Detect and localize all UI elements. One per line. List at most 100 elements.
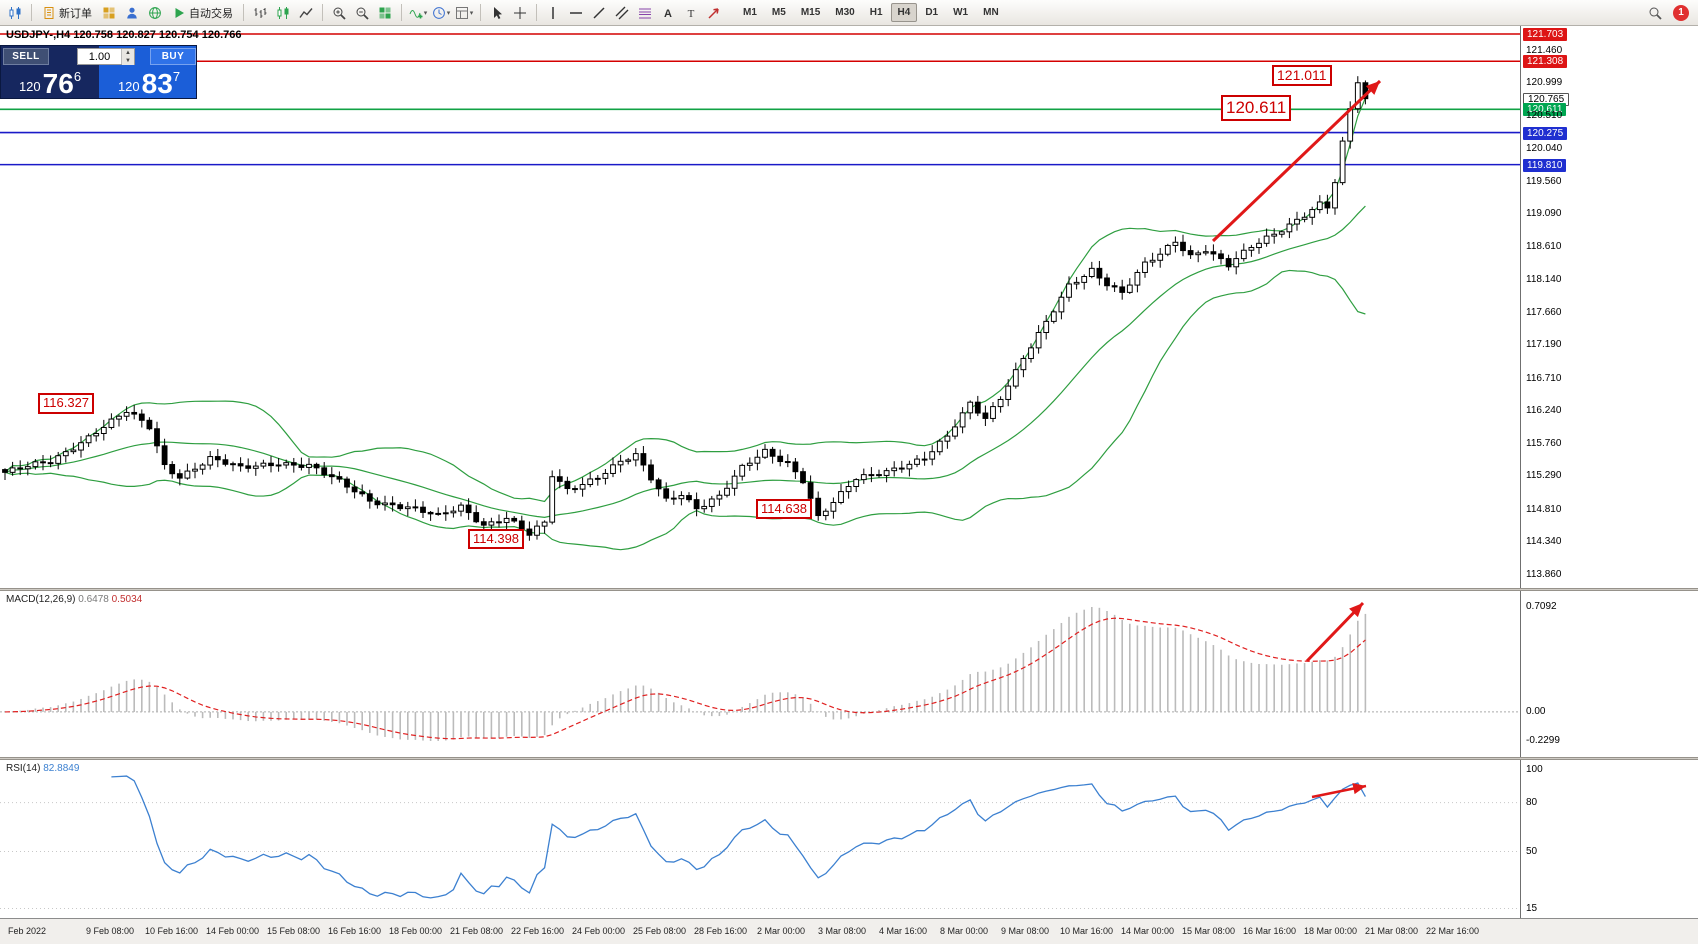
price-tick-label: 119.560: [1526, 175, 1562, 187]
crosshair-icon: [514, 6, 526, 19]
zoom-in-button[interactable]: [328, 3, 350, 23]
buy-price-big: 83: [141, 68, 173, 99]
price-tag-blue: 119.810: [1523, 158, 1567, 172]
zoom-in-icon: [333, 7, 346, 20]
macd-plot-area[interactable]: [0, 591, 1520, 757]
timeframe-w1[interactable]: W1: [953, 7, 969, 18]
panel-splitter[interactable]: [0, 588, 1698, 591]
dropdown-caret-icon: ▾: [423, 9, 428, 17]
vertical-line-icon: [552, 6, 554, 19]
autotrade-button[interactable]: 自动交易: [167, 3, 238, 23]
bar-chart-button[interactable]: [249, 3, 271, 23]
templates-icon: [455, 6, 468, 19]
price-tick-label: 118.140: [1526, 273, 1562, 285]
new-order-button[interactable]: 新订单: [37, 3, 97, 23]
volume-stepper[interactable]: ▲ ▼: [121, 49, 134, 65]
price-scale: 121.703 121.460 121.308 120.999 120.765 120.6…: [1520, 26, 1698, 918]
rsi-level-label: 100: [1526, 764, 1543, 775]
vertical-line-button[interactable]: [542, 3, 564, 23]
macd-panel: MACD(12,26,9) 0.6478 0.5034: [0, 591, 1520, 757]
periods-button[interactable]: ▾: [430, 3, 452, 23]
time-label: 22 Mar 16:00: [1426, 926, 1480, 936]
time-label: 18 Feb 00:00: [389, 926, 443, 936]
chart-ohlc-info: USDJPY-,H4 120.758 120.827 120.754 120.7…: [6, 29, 241, 41]
cursor-button[interactable]: [486, 3, 508, 23]
rsi-plot-area[interactable]: [0, 760, 1520, 918]
app-button[interactable]: [4, 3, 26, 23]
market-watch-button[interactable]: [121, 3, 143, 23]
tile-windows-button[interactable]: [374, 3, 396, 23]
zoom-out-button[interactable]: [351, 3, 373, 23]
templates-button[interactable]: ▾: [453, 3, 475, 23]
search-button[interactable]: [1644, 3, 1666, 23]
price-tick-label: 115.760: [1526, 438, 1562, 450]
line-chart-icon: [299, 7, 313, 18]
horizontal-line-button[interactable]: [565, 3, 587, 23]
time-label: 9 Mar 08:00: [1000, 926, 1050, 936]
fibonacci-button[interactable]: [634, 3, 656, 23]
label-button[interactable]: T: [680, 3, 702, 23]
timeframe-m5[interactable]: M5: [771, 7, 786, 18]
price-tick-label: 116.240: [1526, 404, 1562, 416]
price-annotation[interactable]: 114.638: [756, 498, 813, 520]
sell-button[interactable]: SELL: [3, 48, 49, 65]
price-tag-red: 121.308: [1523, 55, 1568, 69]
stepper-down-icon[interactable]: ▼: [122, 57, 134, 65]
panel-splitter[interactable]: [0, 757, 1698, 760]
price-annotation[interactable]: 120.611: [1221, 95, 1292, 121]
indicators-icon: [409, 9, 423, 18]
volume-input[interactable]: [78, 49, 121, 64]
price-annotation[interactable]: 116.327: [38, 393, 95, 414]
time-label: 15 Feb 08:00: [267, 926, 321, 936]
timeframe-m15[interactable]: M15: [800, 7, 821, 18]
time-label: 3 Mar 08:00: [817, 926, 867, 936]
arrows-button[interactable]: [703, 3, 725, 23]
timeframe-m30[interactable]: M30: [835, 7, 855, 18]
candlestick-button[interactable]: [272, 3, 294, 23]
sell-price-prefix: 120: [18, 79, 41, 94]
price-tick-label: 120.040: [1526, 142, 1563, 154]
buy-button[interactable]: BUY: [150, 48, 196, 65]
channel-button[interactable]: [611, 3, 633, 23]
macd-main-value: 0.6478: [78, 594, 109, 605]
time-label: 16 Feb 16:00: [328, 926, 382, 936]
time-label: 21 Mar 08:00: [1365, 926, 1419, 936]
text-button[interactable]: A: [657, 3, 679, 23]
volume-field: ▲▼: [77, 48, 135, 65]
price-annotation[interactable]: 114.398: [468, 529, 525, 550]
navigator-button[interactable]: [144, 3, 166, 23]
indicators-button[interactable]: ▾: [407, 3, 429, 23]
macd-label: MACD(12,26,9) 0.6478 0.5034: [6, 594, 142, 605]
sell-price-pip: 6: [73, 69, 82, 84]
svg-text:A: A: [664, 8, 672, 20]
symbol-period-label: USDJPY-,H4: [6, 29, 71, 41]
new-order-button-label: 新订单: [59, 7, 92, 20]
arrows-icon: [708, 7, 719, 19]
macd-scale-zero: 0.00: [1526, 705, 1546, 717]
price-annotation[interactable]: 121.011: [1272, 64, 1332, 87]
ohlc-values: 120.758 120.827 120.754 120.766: [73, 29, 242, 41]
timeframe-m1[interactable]: M1: [743, 7, 757, 18]
horizontal-line-icon: [570, 11, 582, 14]
macd-scale-max: 0.7092: [1526, 601, 1557, 612]
timeframe-h4[interactable]: H4: [890, 3, 918, 22]
timeframe-d1[interactable]: D1: [925, 7, 939, 18]
notification-badge[interactable]: 1: [1673, 4, 1689, 21]
timeframe-mn[interactable]: MN: [983, 7, 999, 18]
price-tick-label: 121.460: [1526, 44, 1563, 56]
svg-text:T: T: [688, 8, 695, 20]
stepper-up-icon[interactable]: ▲: [122, 49, 134, 57]
bar-chart-icon: [254, 7, 267, 18]
crosshair-button[interactable]: [509, 3, 531, 23]
line-chart-button[interactable]: [295, 3, 317, 23]
timeframe-h1[interactable]: H1: [869, 7, 883, 18]
toolbar: 新订单 自动交易 ▾ ▾ ▾ A T M1 M5 M15 M30 H1 H4 D1 W1 MN 1: [0, 0, 1698, 26]
price-tick-label: 114.810: [1526, 503, 1562, 515]
price-tick-label: 119.090: [1526, 208, 1562, 220]
trendline-button[interactable]: [588, 3, 610, 23]
profiles-button[interactable]: [98, 3, 120, 23]
buy-price-pip: 7: [172, 69, 181, 84]
price-tick-label: 117.190: [1526, 339, 1562, 351]
toolbar-separator: [243, 4, 244, 21]
candlestick-icon: [277, 6, 289, 19]
